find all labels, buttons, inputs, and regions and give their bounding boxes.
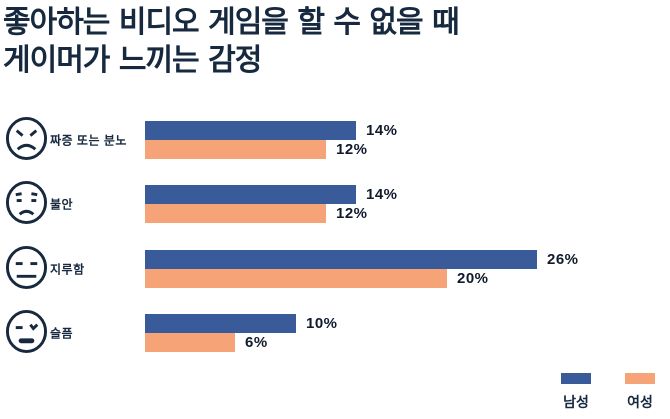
male-bar [145, 250, 537, 269]
value-label: 10% [306, 315, 338, 332]
value-label: 14% [366, 186, 398, 203]
bar-group: 26% 20% [145, 250, 579, 288]
category-label: 불안 [50, 197, 74, 212]
neutral-face-icon [5, 245, 48, 290]
legend: 남성 여성 [561, 373, 655, 412]
category-label: 짜증 또는 분노 [50, 133, 127, 148]
chart-title: 좋아하는 비디오 게임을 할 수 없을 때 게이머가 느끼는 감정 [3, 4, 460, 80]
title-line-2: 게이머가 느끼는 감정 [3, 43, 262, 78]
value-label: 6% [245, 334, 268, 351]
female-bar [145, 140, 326, 159]
male-bar [145, 185, 356, 204]
bar-group: 14% 12% [145, 121, 398, 159]
female-bar [145, 269, 447, 288]
bar-group: 10% 6% [145, 314, 338, 352]
category-label: 슬픔 [50, 326, 74, 341]
category-label: 지루함 [50, 262, 85, 277]
male-bar [145, 121, 356, 140]
legend-item-male: 남성 [561, 373, 591, 412]
anxious-face-icon [5, 180, 48, 225]
category-row: 짜증 또는 분노 14% 12% [0, 117, 670, 160]
value-label: 12% [336, 205, 368, 222]
category-row: 지루함 26% 20% [0, 246, 670, 289]
female-bar [145, 204, 326, 223]
value-label: 12% [336, 141, 368, 158]
sad-face-icon [5, 309, 48, 354]
female-bar [145, 333, 235, 352]
legend-item-female: 여성 [625, 373, 655, 412]
female-swatch [625, 373, 655, 384]
legend-label-male: 남성 [563, 394, 589, 410]
value-label: 26% [547, 251, 579, 268]
value-label: 14% [366, 122, 398, 139]
category-row: 슬픔 10% 6% [0, 310, 670, 353]
male-swatch [561, 373, 591, 384]
bar-group: 14% 12% [145, 185, 398, 223]
category-row: 불안 14% 12% [0, 181, 670, 224]
legend-label-female: 여성 [627, 394, 653, 410]
male-bar [145, 314, 296, 333]
value-label: 20% [457, 270, 489, 287]
title-line-1: 좋아하는 비디오 게임을 할 수 없을 때 [3, 5, 460, 40]
angry-face-icon [5, 116, 48, 161]
